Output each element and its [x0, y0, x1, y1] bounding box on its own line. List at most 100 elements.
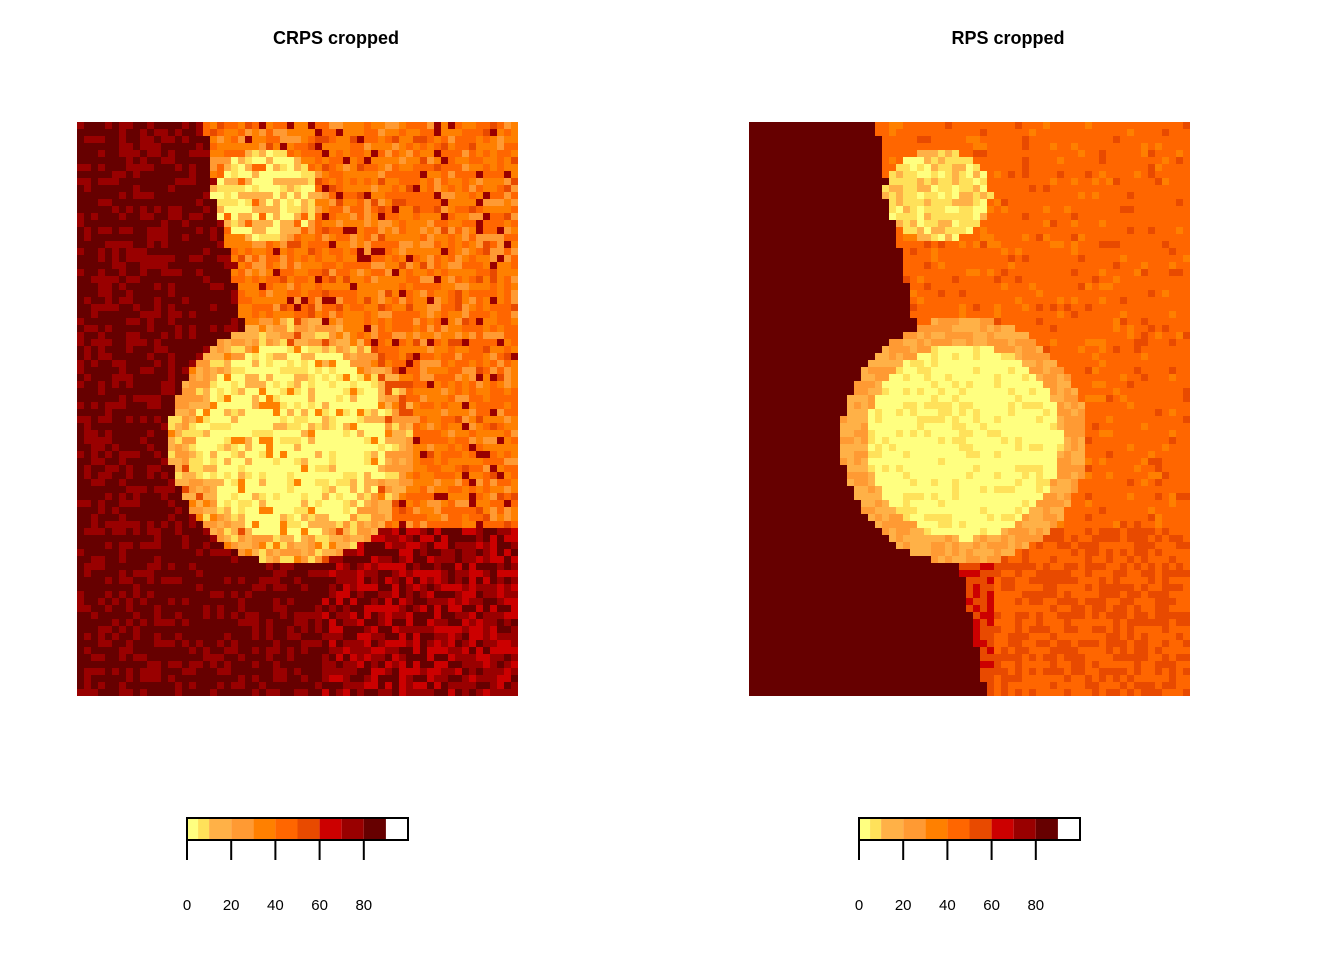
heatmap-cell: [497, 206, 505, 214]
heatmap-cell: [371, 374, 379, 382]
heatmap-cell: [378, 276, 386, 284]
heatmap-cell: [266, 304, 274, 312]
heatmap-cell: [308, 185, 316, 193]
heatmap-cell: [203, 458, 211, 466]
heatmap-cell: [168, 542, 176, 550]
heatmap-cell: [182, 535, 190, 543]
heatmap-cell: [287, 640, 295, 648]
heatmap-cell: [385, 234, 393, 242]
heatmap-cell: [329, 654, 337, 662]
heatmap-cell: [315, 318, 323, 326]
heatmap-cell: [147, 220, 155, 228]
heatmap-cell: [287, 661, 295, 669]
heatmap-cell: [245, 605, 253, 613]
heatmap-cell: [413, 472, 421, 480]
heatmap-cell: [469, 521, 477, 529]
heatmap-cell: [238, 220, 246, 228]
heatmap-cell: [154, 143, 162, 151]
heatmap-cell: [77, 136, 85, 144]
heatmap-cell: [196, 661, 204, 669]
heatmap-cell: [336, 143, 344, 151]
heatmap-cell: [84, 304, 92, 312]
heatmap-cell: [140, 297, 148, 305]
heatmap-cell: [224, 150, 232, 158]
heatmap-cell: [497, 227, 505, 235]
heatmap-cell: [84, 451, 92, 459]
heatmap-cell: [364, 185, 372, 193]
heatmap-cell: [84, 563, 92, 571]
heatmap-cell: [378, 493, 386, 501]
heatmap-cell: [91, 374, 99, 382]
heatmap-cell: [336, 584, 344, 592]
heatmap-cell: [343, 507, 351, 515]
heatmap-cell: [483, 220, 491, 228]
heatmap-cell: [434, 248, 442, 256]
heatmap-cell: [161, 206, 169, 214]
heatmap-cell: [301, 192, 309, 200]
heatmap-cell: [469, 612, 477, 620]
heatmap-cell: [245, 514, 253, 522]
heatmap-cell: [455, 136, 463, 144]
heatmap-cell: [420, 402, 428, 410]
heatmap-cell: [119, 423, 127, 431]
heatmap-cell: [161, 472, 169, 480]
heatmap-cell: [490, 626, 498, 634]
heatmap-cell: [252, 437, 260, 445]
heatmap-cell: [294, 269, 302, 277]
heatmap-cell: [378, 528, 386, 536]
heatmap-cell: [84, 675, 92, 683]
heatmap-cell: [294, 129, 302, 137]
heatmap-cell: [259, 605, 267, 613]
heatmap-cell: [217, 619, 225, 627]
heatmap-cell: [189, 192, 197, 200]
heatmap-cell: [147, 514, 155, 522]
heatmap-cell: [231, 514, 239, 522]
heatmap-cell: [301, 577, 309, 585]
heatmap-cell: [105, 556, 113, 564]
heatmap-cell: [238, 521, 246, 529]
heatmap-cell: [350, 297, 358, 305]
heatmap-cell: [434, 668, 442, 676]
heatmap-cell: [434, 633, 442, 641]
heatmap-cell: [203, 654, 211, 662]
heatmap-cell: [308, 367, 316, 375]
heatmap-cell: [350, 367, 358, 375]
heatmap-cell: [511, 570, 518, 578]
heatmap-cell: [245, 409, 253, 417]
heatmap-cell: [161, 178, 169, 186]
heatmap-cell: [385, 325, 393, 333]
heatmap-cell: [98, 514, 106, 522]
heatmap-cell: [427, 430, 435, 438]
heatmap-cell: [140, 479, 148, 487]
heatmap-cell: [343, 584, 351, 592]
heatmap-cell: [168, 619, 176, 627]
heatmap-cell: [154, 325, 162, 333]
heatmap-cell: [182, 122, 190, 130]
heatmap-cell: [364, 129, 372, 137]
heatmap-cell: [378, 472, 386, 480]
heatmap-cell: [413, 598, 421, 606]
heatmap-cell: [294, 332, 302, 340]
heatmap-cell: [273, 227, 281, 235]
heatmap-cell: [238, 164, 246, 172]
heatmap-cell: [126, 486, 134, 494]
heatmap-cell: [378, 507, 386, 515]
heatmap-cell: [119, 129, 127, 137]
heatmap-cell: [182, 528, 190, 536]
heatmap-cell: [385, 626, 393, 634]
heatmap-cell: [434, 360, 442, 368]
heatmap-cell: [238, 311, 246, 319]
heatmap-cell: [105, 605, 113, 613]
heatmap-cell: [497, 269, 505, 277]
heatmap-cell: [448, 563, 456, 571]
heatmap-cell: [266, 220, 274, 228]
heatmap-cell: [504, 136, 512, 144]
heatmap-cell: [140, 353, 148, 361]
heatmap-cell: [490, 493, 498, 501]
heatmap-cell: [189, 409, 197, 417]
heatmap-cell: [322, 213, 330, 221]
heatmap-cell: [413, 311, 421, 319]
heatmap-cell: [203, 276, 211, 284]
heatmap-cell: [273, 395, 281, 403]
heatmap-cell: [490, 283, 498, 291]
